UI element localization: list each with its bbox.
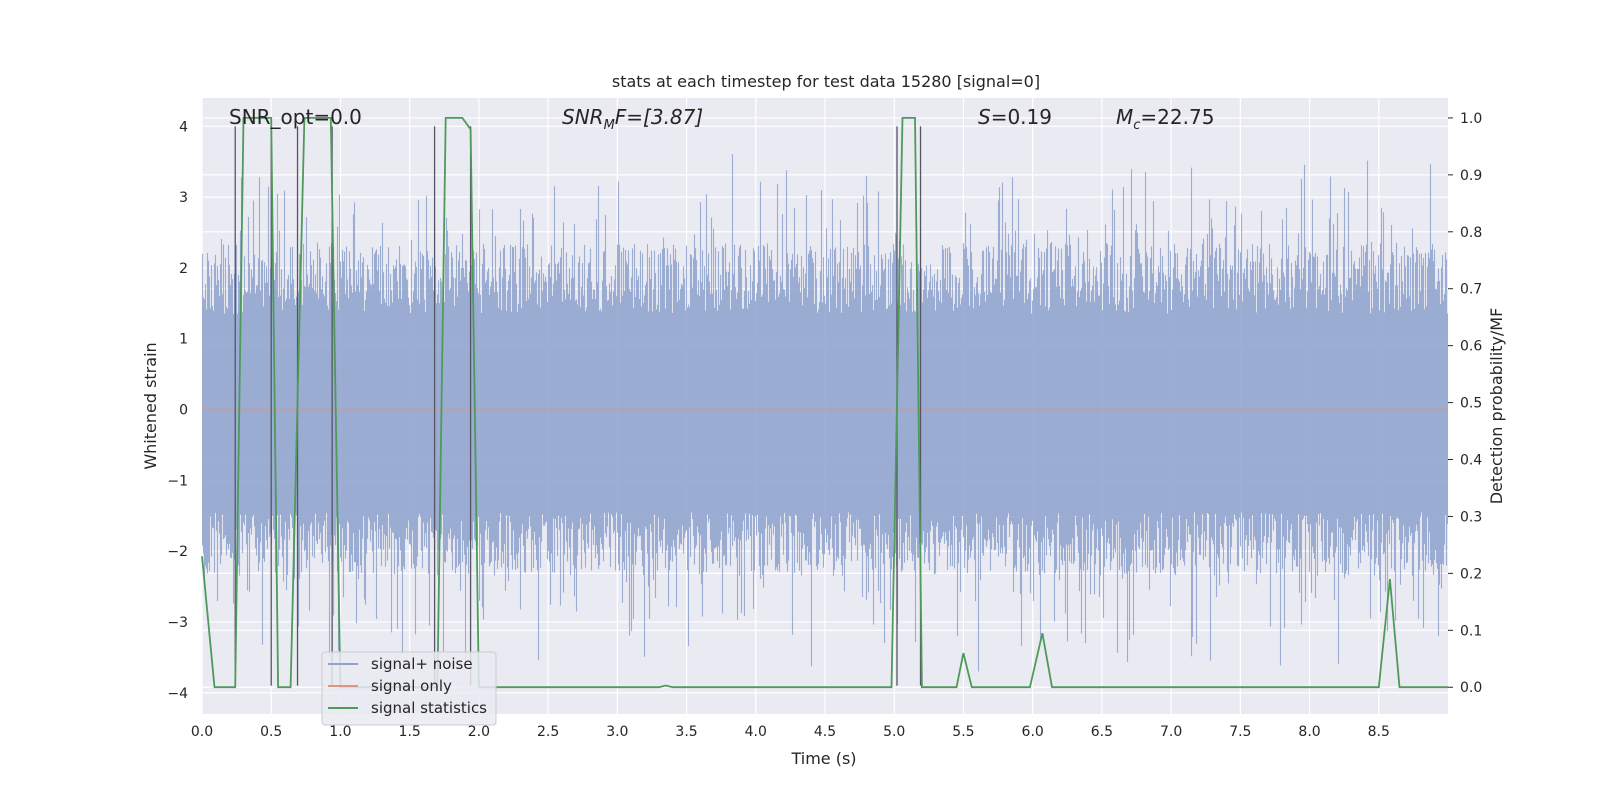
x-tick-label: 8.0 (1298, 724, 1320, 740)
legend-label-signal-only: signal only (371, 677, 452, 695)
snr-opt-annotation: SNR_opt=0.0 (229, 105, 362, 129)
x-tick-label: 2.5 (537, 724, 559, 740)
snr-mf-annotation: SNRMF=[3.87] (562, 105, 703, 133)
x-axis-ticks: 0.0 0.5 1.0 1.5 2.0 2.5 3.0 3.5 4.0 4.5 5.0 5.5 6.0 6… (191, 724, 1390, 740)
x-tick-label: 7.5 (1229, 724, 1251, 740)
y2-tick-label: 0.6 (1460, 339, 1482, 355)
x-tick-label: 6.5 (1091, 724, 1113, 740)
y2-tick-label: 0.9 (1460, 168, 1482, 184)
y-axis-ticks: 4 3 2 1 0 −1 −2 −3 −4 (167, 119, 188, 701)
y2-axis-ticks: 1.0 0.9 0.8 0.7 0.6 0.5 0.4 0.3 0.2 0.1 0.0 (1448, 111, 1482, 696)
y-tick-label: 4 (179, 119, 188, 135)
y-tick-label: −3 (167, 615, 188, 631)
y-axis-label: Whitened strain (141, 342, 160, 469)
x-tick-label: 4.5 (814, 724, 836, 740)
x-tick-label: 0.5 (260, 724, 282, 740)
x-axis-label: Time (s) (790, 749, 856, 768)
signal-statistics-series (201, 117, 1448, 689)
y2-tick-label: 0.7 (1460, 282, 1482, 298)
chart-title: stats at each timestep for test data 152… (612, 72, 1040, 91)
y2-axis-label: Detection probability/MF (1487, 308, 1506, 505)
x-tick-label: 0.0 (191, 724, 213, 740)
y2-tick-label: 0.2 (1460, 566, 1482, 582)
y2-tick-label: 0.5 (1460, 396, 1482, 412)
y2-tick-label: 0.3 (1460, 509, 1482, 525)
x-tick-label: 3.0 (606, 724, 628, 740)
y2-tick-label: 0.1 (1460, 623, 1482, 639)
x-tick-label: 1.5 (399, 724, 421, 740)
y2-tick-label: 0.4 (1460, 453, 1482, 469)
legend-label-signal-statistics: signal statistics (371, 699, 487, 717)
legend: signal+ noise signal only signal statist… (321, 651, 497, 726)
y-tick-label: −2 (167, 544, 188, 560)
y-tick-label: −4 (167, 686, 188, 702)
y2-tick-label: 1.0 (1460, 111, 1482, 127)
x-tick-label: 5.0 (883, 724, 905, 740)
x-tick-label: 6.0 (1022, 724, 1044, 740)
y2-tick-label: 0.0 (1460, 680, 1482, 696)
signal-statistics-line (201, 117, 1448, 689)
x-tick-label: 2.0 (468, 724, 490, 740)
x-tick-label: 3.5 (675, 724, 697, 740)
x-tick-label: 1.0 (329, 724, 351, 740)
mc-annotation: Mc=22.75 (1116, 105, 1214, 133)
x-tick-label: 7.0 (1160, 724, 1182, 740)
y-tick-label: 0 (179, 403, 188, 419)
x-tick-label: 8.5 (1368, 724, 1390, 740)
x-tick-label: 4.0 (745, 724, 767, 740)
legend-label-signal-plus-noise: signal+ noise (371, 655, 473, 673)
y-tick-label: 2 (179, 261, 188, 277)
y-tick-label: 3 (179, 190, 188, 206)
y2-tick-label: 0.8 (1460, 225, 1482, 241)
s-annotation: S=0.19 (978, 105, 1052, 129)
x-tick-label: 5.5 (952, 724, 974, 740)
y-tick-label: 1 (179, 332, 188, 348)
legend-box (321, 651, 497, 726)
y-tick-label: −1 (167, 473, 188, 489)
